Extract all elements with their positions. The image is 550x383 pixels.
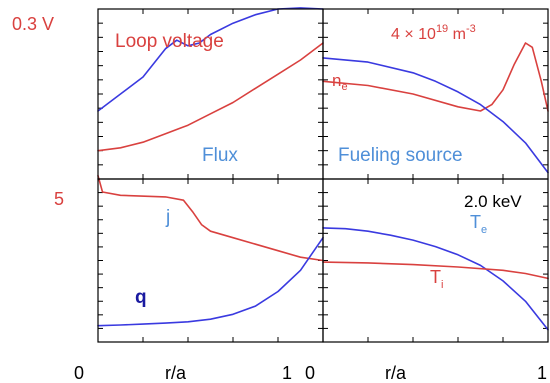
loop-voltage-scale-label: 0.3 V (12, 14, 54, 34)
x-right-axis-label: r/a (385, 363, 407, 383)
q-label: q (135, 287, 147, 308)
panel-bottom-left-frame (97, 178, 324, 343)
ne-label: ne (332, 71, 348, 93)
curves-group (97, 7, 549, 331)
series-line-top-left-loop-voltage (97, 42, 324, 152)
ti-label: Ti (430, 267, 443, 291)
x-left-axis-label: r/a (165, 363, 187, 383)
flux-label: Flux (202, 145, 238, 166)
x-left-tick-1: 1 (282, 363, 292, 383)
panel-bottom-right-frame (322, 178, 549, 343)
series-line-bottom-right-t-e (322, 227, 549, 331)
temperature-scale-label: 2.0 keV (464, 192, 522, 211)
series-line-bottom-left-q (97, 236, 324, 327)
fueling-source-label: Fueling source (338, 145, 463, 166)
x-right-tick-0: 0 (305, 363, 315, 383)
te-label: Te (470, 212, 487, 236)
density-scale-label: 4 × 1019 m-3 (391, 23, 476, 43)
series-line-bottom-right-t-i (322, 261, 549, 280)
current-scale-label: 5 (54, 189, 64, 209)
series-line-top-right-n-e (322, 42, 549, 112)
loop-voltage-label: Loop voltage (115, 31, 224, 52)
series-line-bottom-left-j (97, 174, 324, 262)
series-line-top-right-fueling-source (322, 57, 549, 174)
x-right-tick-1: 1 (537, 363, 547, 383)
series-line-top-left-flux (97, 7, 324, 112)
j-label: j (165, 207, 170, 228)
x-left-tick-0: 0 (74, 363, 84, 383)
